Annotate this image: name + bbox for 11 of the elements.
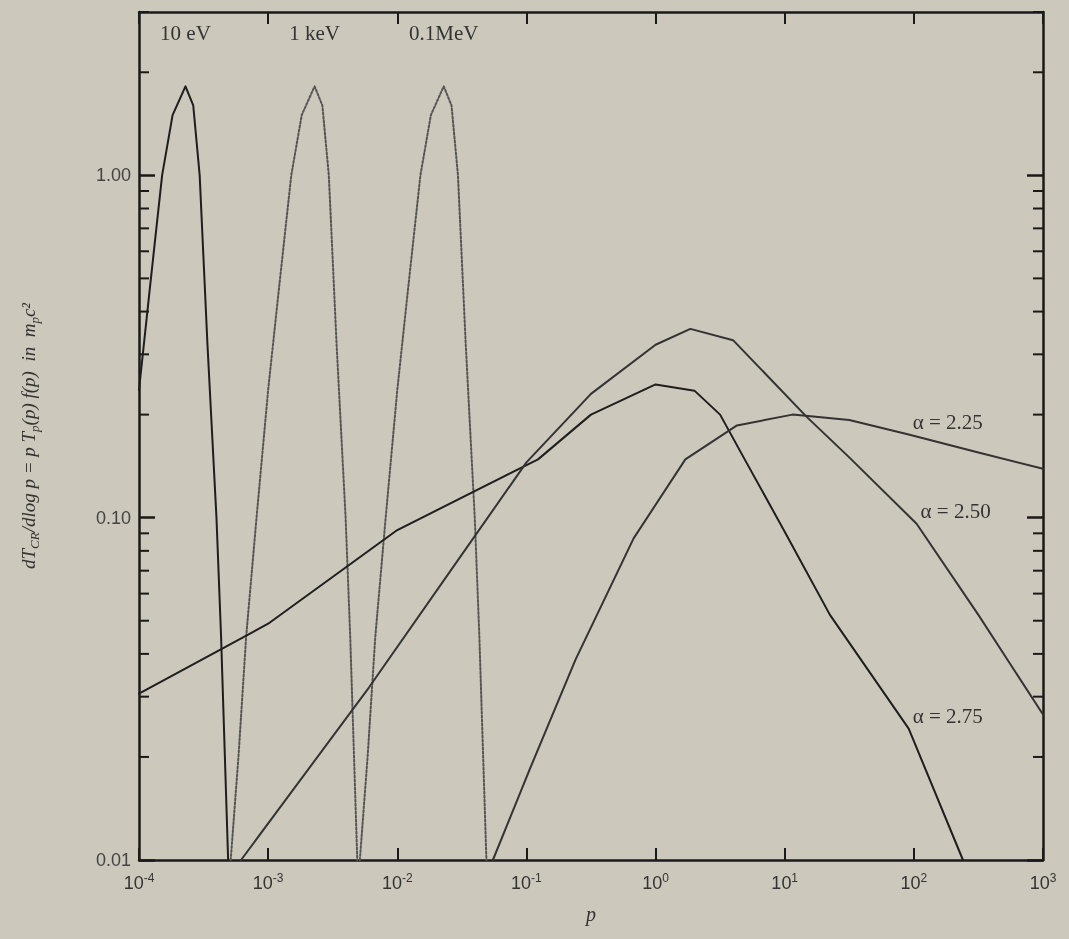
x-axis-title: p xyxy=(584,903,596,926)
y-tick-label: 0.01 xyxy=(95,850,131,870)
annotation: 1 keV xyxy=(289,20,340,45)
annotation: α = 2.25 xyxy=(912,409,983,434)
y-axis-title: dTCR/dlog p = p Tp(p) f(p) in mpc² xyxy=(17,302,42,570)
y-tick-label: 1.00 xyxy=(95,165,131,186)
annotation: 10 eV xyxy=(160,20,211,45)
annotation: α = 2.50 xyxy=(920,499,991,524)
y-tick-label: 0.10 xyxy=(95,507,131,528)
annotation: 0.1MeV xyxy=(409,20,479,45)
annotation: α = 2.75 xyxy=(912,704,983,729)
